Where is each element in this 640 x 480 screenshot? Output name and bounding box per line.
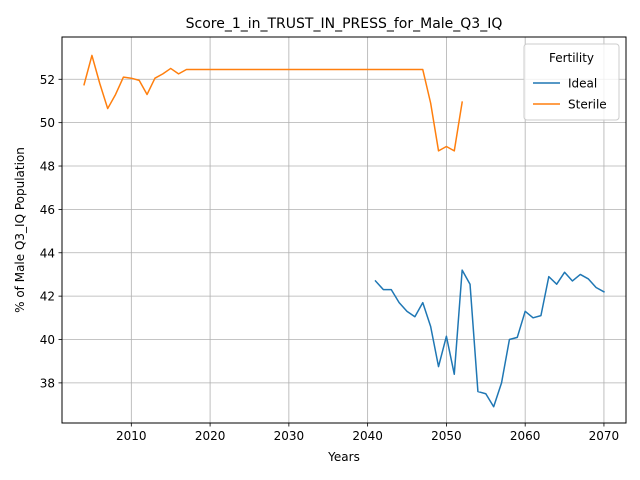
legend-title: Fertility	[549, 51, 594, 65]
x-tick-label: 2030	[274, 429, 305, 443]
grid	[62, 37, 626, 423]
x-tick-label: 2060	[510, 429, 541, 443]
x-tick-label: 2010	[116, 429, 147, 443]
y-tick-label: 50	[40, 116, 55, 130]
y-tick-label: 46	[40, 203, 55, 217]
y-tick-label: 48	[40, 160, 55, 174]
legend-box	[523, 43, 620, 121]
y-axis-label: % of Male Q3_IQ Population	[13, 147, 27, 313]
legend: Fertility Ideal Sterile	[523, 43, 620, 121]
legend-label-ideal: Ideal	[568, 77, 597, 91]
y-tick-label: 44	[40, 246, 55, 260]
legend-label-sterile: Sterile	[568, 98, 607, 112]
x-axis-label: Years	[327, 450, 360, 464]
x-tick-label: 2070	[589, 429, 620, 443]
plot-frame	[61, 36, 627, 424]
series-line-sterile	[83, 54, 464, 152]
x-tick-label: 2050	[431, 429, 462, 443]
y-tick-label: 38	[40, 376, 55, 390]
series-line-ideal	[374, 269, 605, 408]
x-tick-label: 2040	[352, 429, 383, 443]
y-tick-label: 52	[40, 73, 55, 87]
chart-title: Score_1_in_TRUST_IN_PRESS_for_Male_Q3_IQ	[186, 16, 503, 32]
x-tick-label: 2020	[195, 429, 226, 443]
y-tick-label: 42	[40, 290, 55, 304]
y-tick-label: 40	[40, 333, 55, 347]
series-lines	[83, 54, 605, 408]
axis-ticks: 2010 2020 2030 2040 2050 2060 2070 38 40 42 44 46 48…	[40, 73, 619, 443]
